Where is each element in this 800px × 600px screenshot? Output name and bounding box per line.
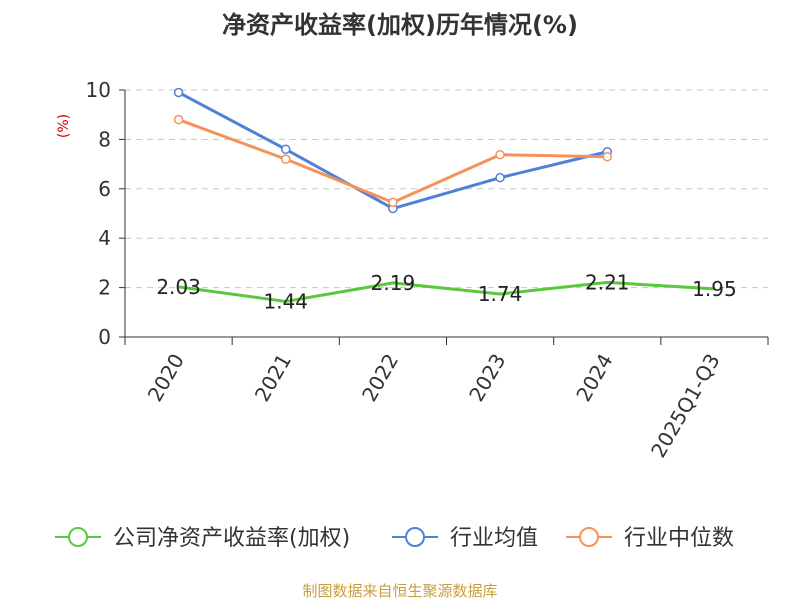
series-line bbox=[178, 280, 715, 303]
data-point bbox=[173, 87, 184, 98]
legend-label: 行业均值 bbox=[450, 526, 538, 551]
y-axis-label: (%) bbox=[56, 114, 72, 138]
y-tick-label: 8 bbox=[98, 127, 111, 151]
data-label: 2.21 bbox=[585, 270, 630, 294]
y-tick-label: 4 bbox=[98, 226, 111, 250]
data-point bbox=[173, 114, 184, 125]
y-tick-label: 0 bbox=[98, 325, 111, 349]
x-tick-label: 2024 bbox=[571, 350, 617, 406]
data-point bbox=[281, 144, 291, 155]
legend: 公司净资产收益率(加权) 行业均值 行业中位数 bbox=[55, 526, 734, 551]
grid-lines bbox=[125, 89, 768, 289]
legend-marker-icon bbox=[579, 527, 599, 547]
y-tick-label: 2 bbox=[98, 276, 111, 300]
legend-marker-icon bbox=[68, 527, 88, 547]
data-labels: 2.03 1.44 2.19 1.74 2.21 1.95 bbox=[156, 270, 736, 313]
data-label: 1.44 bbox=[263, 289, 308, 313]
data-label: 1.74 bbox=[478, 282, 523, 306]
y-tick-label: 6 bbox=[98, 177, 111, 201]
data-point bbox=[281, 154, 291, 164]
legend-marker-icon bbox=[405, 527, 425, 547]
series-lines bbox=[173, 87, 715, 303]
axes: 0 2 4 6 8 10 2020 2021 2022 2023 2024 2025Q1-Q3 bbox=[86, 78, 769, 462]
legend-label: 公司净资产收益率(加权) bbox=[113, 526, 350, 551]
data-point bbox=[495, 172, 505, 183]
source-note: 制图数据来自恒生聚源数据库 bbox=[302, 582, 497, 600]
y-tick-label: 10 bbox=[86, 78, 111, 102]
data-label: 1.95 bbox=[692, 277, 737, 301]
series-line bbox=[178, 118, 608, 204]
x-tick-label: 2025Q1-Q3 bbox=[646, 350, 725, 462]
legend-label: 行业中位数 bbox=[624, 526, 734, 551]
data-point bbox=[602, 151, 612, 162]
series-line bbox=[177, 91, 608, 211]
x-tick-label: 2023 bbox=[464, 350, 510, 406]
x-tick-label: 2021 bbox=[250, 350, 296, 406]
chart-title: 净资产收益率(加权)历年情况(%) bbox=[222, 11, 578, 39]
data-point bbox=[388, 197, 398, 208]
data-point bbox=[495, 149, 505, 160]
data-label: 2.19 bbox=[371, 271, 416, 295]
x-tick-label: 2020 bbox=[143, 350, 189, 406]
data-label: 2.03 bbox=[156, 275, 201, 299]
x-tick-label: 2022 bbox=[357, 350, 403, 406]
